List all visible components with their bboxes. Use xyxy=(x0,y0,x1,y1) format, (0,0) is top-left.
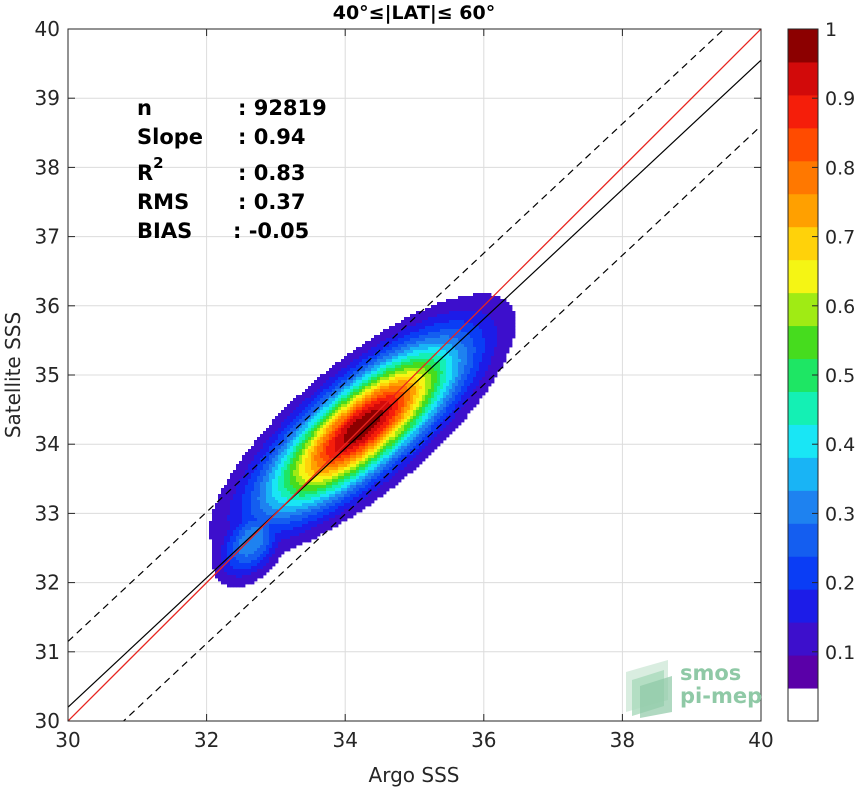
stat-value-bias: : -0.05 xyxy=(233,219,309,243)
reference-lines xyxy=(68,29,761,721)
colorbar-segment xyxy=(788,523,818,557)
stat-value-n: : 92819 xyxy=(238,96,327,120)
colorbar-segment xyxy=(788,292,818,327)
stat-label-rms: RMS xyxy=(137,190,189,214)
colorbar-segment xyxy=(788,61,818,96)
y-tick-label: 37 xyxy=(35,225,60,249)
regression-line xyxy=(68,59,761,708)
x-tick-label: 40 xyxy=(748,728,773,752)
x-axis-label: Argo SSS xyxy=(369,763,460,787)
colorbar-tick-label: 0.9 xyxy=(825,88,855,110)
colorbar-segment xyxy=(788,226,818,261)
stat-label-r2-base: R xyxy=(137,161,153,185)
colorbar-segment xyxy=(788,29,818,63)
colorbar-segment xyxy=(788,325,818,360)
colorbar-tick-label: 0.1 xyxy=(825,642,855,664)
upper-bound-line xyxy=(68,29,725,642)
density-contours xyxy=(209,293,516,588)
colorbar-segment xyxy=(788,457,818,491)
x-tick-label: 34 xyxy=(332,728,357,752)
identity-line xyxy=(68,29,761,721)
colorbar-segment xyxy=(788,490,818,524)
y-tick-label: 40 xyxy=(35,17,60,41)
y-tick-label: 38 xyxy=(35,155,60,179)
colorbar-tick-label: 0.6 xyxy=(825,296,855,318)
colorbar-tick-label: 0.5 xyxy=(825,365,855,387)
x-tick-label: 38 xyxy=(610,728,635,752)
y-tick-label: 35 xyxy=(35,363,60,387)
y-tick-label: 34 xyxy=(35,432,60,456)
x-tick-label: 36 xyxy=(471,728,496,752)
colorbar-tick-label: 0.4 xyxy=(825,434,855,456)
stat-value-r2: : 0.83 xyxy=(238,161,306,185)
colorbar-segment xyxy=(788,688,818,722)
y-tick-label: 39 xyxy=(35,86,60,110)
lower-bound-line xyxy=(122,125,761,721)
axes: 30 32 34 36 38 40 30 31 32 33 34 35 36 37 38 39 40 xyxy=(35,17,774,752)
stat-value-slope: : 0.94 xyxy=(238,125,306,149)
stat-value-rms: : 0.37 xyxy=(238,190,306,214)
colorbar-segment xyxy=(788,94,818,129)
colorbar-segment xyxy=(788,622,818,656)
smos-pi-mep-logo: smos pi-mep xyxy=(626,660,762,718)
colorbar-tick-label: 0.2 xyxy=(825,573,855,595)
colorbar-segment xyxy=(788,127,818,162)
logo-line2: pi-mep xyxy=(680,684,762,708)
colorbar-tick-label: 0.8 xyxy=(825,157,855,179)
colorbar-tick-label: 0.7 xyxy=(825,227,855,249)
colorbar-segment xyxy=(788,424,818,458)
x-tick-label: 30 xyxy=(55,728,80,752)
colorbar-segment xyxy=(788,391,818,425)
y-tick-label: 32 xyxy=(35,571,60,595)
plot-area xyxy=(67,28,762,722)
colorbar-tick-label: 0.3 xyxy=(825,503,855,525)
colorbar-segment xyxy=(788,160,818,195)
stat-label-slope: Slope xyxy=(137,125,203,149)
stat-label-r2-sup: 2 xyxy=(153,154,163,172)
y-axis-label: Satellite SSS xyxy=(1,312,25,438)
y-tick-label: 33 xyxy=(35,501,60,525)
colorbar-segment xyxy=(788,556,818,590)
logo-line1: smos xyxy=(680,661,741,685)
chart-title: 40°≤|LAT|≤ 60° xyxy=(333,2,496,24)
y-tick-label: 31 xyxy=(35,640,60,664)
stat-label-r2: R2 xyxy=(137,154,164,185)
x-tick-label: 32 xyxy=(194,728,219,752)
y-tick-label: 36 xyxy=(35,294,60,318)
colorbar-segment xyxy=(788,259,818,294)
colorbar: 0.1 0.2 0.3 0.4 0.5 0.6 0.7 0.8 0.9 1 xyxy=(787,19,855,722)
stat-label-bias: BIAS xyxy=(137,219,192,243)
logo-wave-icon xyxy=(626,660,672,718)
stat-label-n: n xyxy=(137,96,152,120)
colorbar-segment xyxy=(788,193,818,228)
colorbar-segment xyxy=(788,655,818,689)
stats-box: n : 92819 Slope : 0.94 R2 : 0.83 RMS : 0… xyxy=(137,96,327,243)
colorbar-tick-label: 1 xyxy=(825,19,837,41)
colorbar-segment xyxy=(788,589,818,623)
y-tick-label: 30 xyxy=(35,709,60,733)
